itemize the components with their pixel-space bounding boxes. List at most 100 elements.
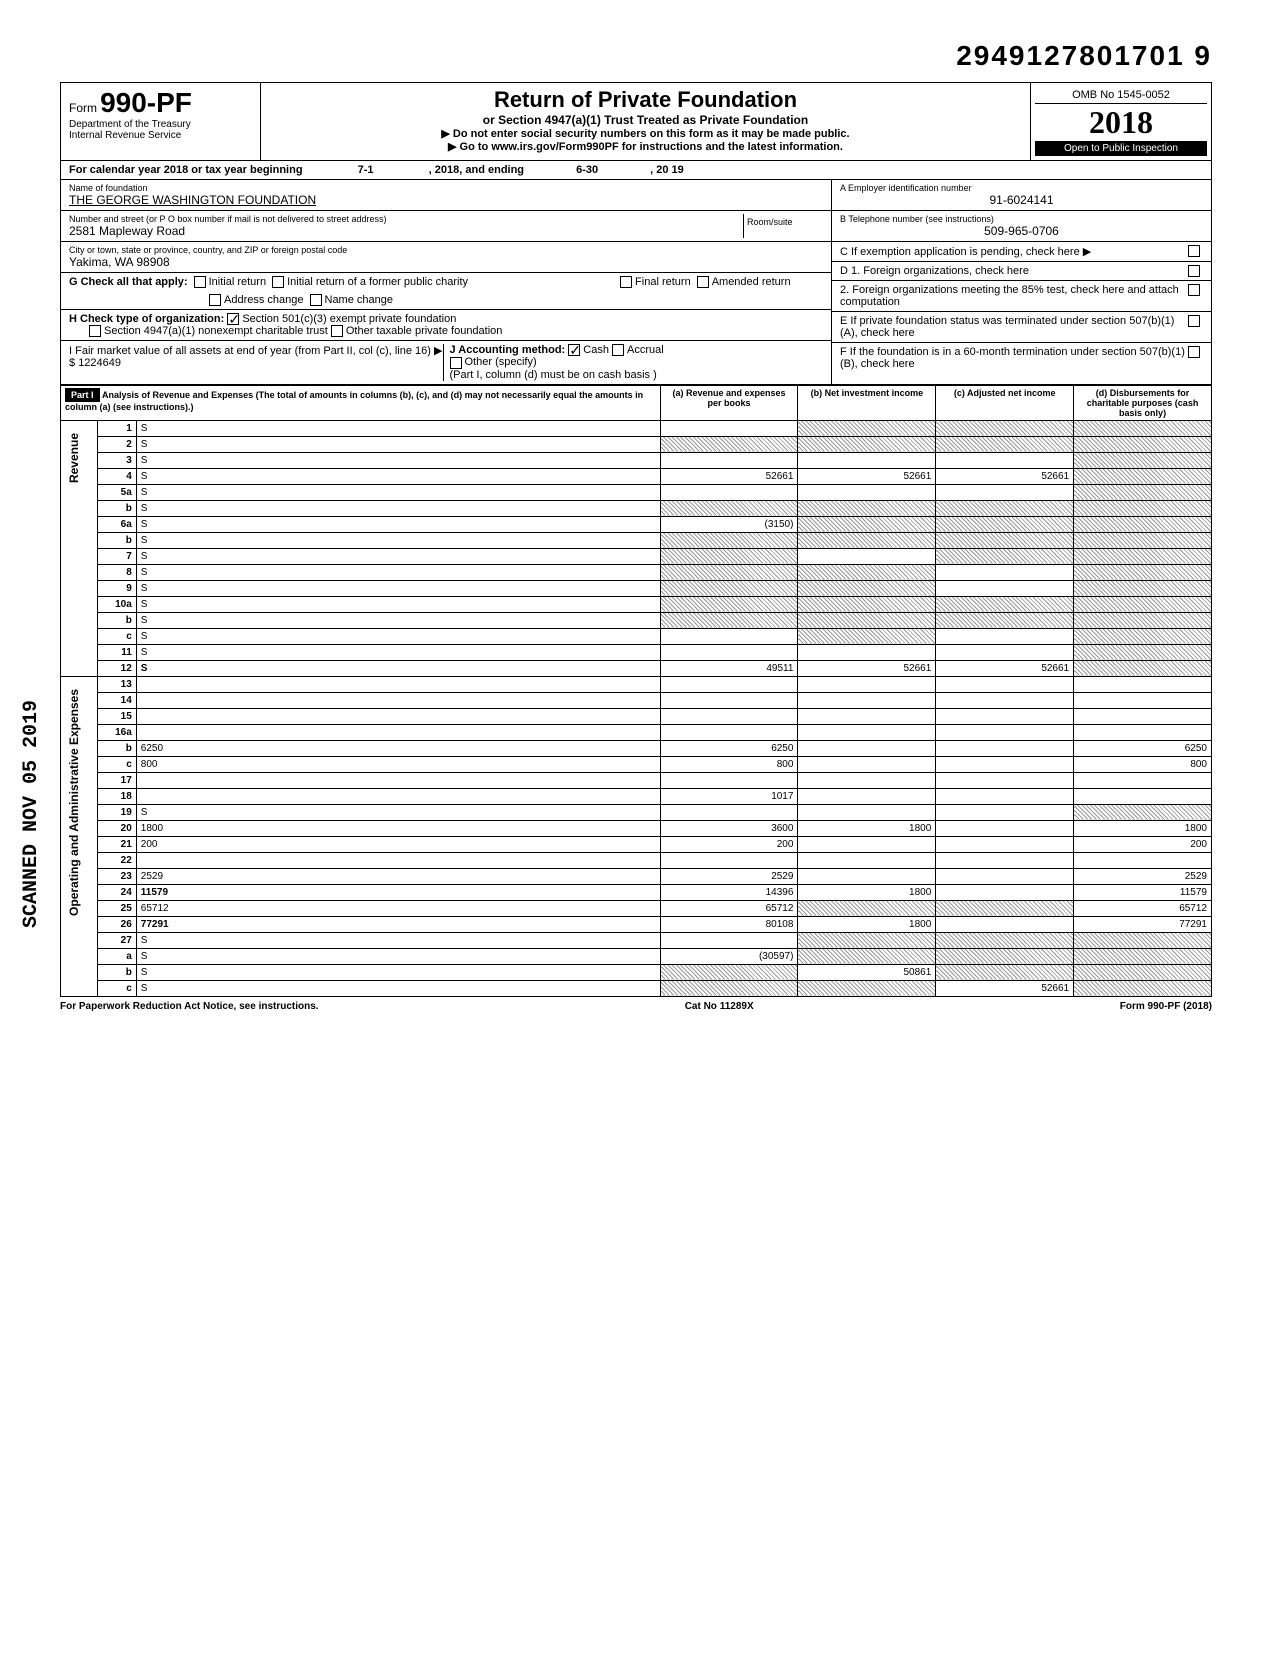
d1-label: D 1. Foreign organizations, check here [840,265,1188,277]
table-row: 3S [61,452,1212,468]
ein: 91-6024141 [840,193,1203,207]
table-row: 8S [61,564,1212,580]
check-other-tax[interactable] [331,325,343,337]
room-label: Room/suite [743,214,823,238]
stamp-number: 2949127801701 9 [60,40,1212,72]
foundation-addr: 2581 Mapleway Road [69,224,743,238]
table-row: 5aS [61,484,1212,500]
open-inspection: Open to Public Inspection [1035,141,1207,156]
table-row: 7S [61,548,1212,564]
phone: 509-965-0706 [840,224,1203,238]
table-row: 6aS(3150) [61,516,1212,532]
check-amended[interactable] [697,276,709,288]
table-row: 17 [61,772,1212,788]
table-row: Operating and Administrative Expenses13 [61,676,1212,692]
table-row: 11S [61,644,1212,660]
entity-info: Name of foundation THE GEORGE WASHINGTON… [60,180,1212,385]
table-row: 21200200200 [61,836,1212,852]
table-row: 4S526615266152661 [61,468,1212,484]
f-label: F If the foundation is in a 60-month ter… [840,346,1188,370]
scanned-stamp: SCANNED NOV 05 2019 [20,700,43,928]
col-c: (c) Adjusted net income [936,385,1074,420]
b-label: B Telephone number (see instructions) [840,214,1203,224]
form-subtitle: or Section 4947(a)(1) Trust Treated as P… [269,113,1022,127]
check-final[interactable] [620,276,632,288]
table-row: 2S [61,436,1212,452]
table-row: 23252925292529 [61,868,1212,884]
tax-year: 2018 [1035,104,1207,141]
check-e[interactable] [1188,315,1200,327]
irs: Internal Revenue Service [69,130,252,141]
e-label: E If private foundation status was termi… [840,315,1188,339]
check-4947[interactable] [89,325,101,337]
col-d: (d) Disbursements for charitable purpose… [1074,385,1212,420]
footer-right: Form 990-PF (2018) [1120,1001,1212,1012]
footer: For Paperwork Reduction Act Notice, see … [60,1001,1212,1012]
check-addrchg[interactable] [209,294,221,306]
addr-label: Number and street (or P O box number if … [69,214,743,224]
col-b: (b) Net investment income [798,385,936,420]
name-label: Name of foundation [69,183,823,193]
check-d2[interactable] [1188,284,1200,296]
goto: ▶ Go to www.irs.gov/Form990PF for instru… [269,140,1022,153]
table-row: aS(30597) [61,948,1212,964]
g-label: G Check all that apply: [69,276,188,288]
form-header: Form 990-PF Department of the Treasury I… [60,82,1212,161]
check-other-acct[interactable] [450,357,462,369]
footer-left: For Paperwork Reduction Act Notice, see … [60,1001,319,1012]
table-row: 25657126571265712 [61,900,1212,916]
ssn-warn: ▶ Do not enter social security numbers o… [269,127,1022,140]
table-row: b625062506250 [61,740,1212,756]
i-label: I Fair market value of all assets at end… [69,345,442,369]
city-label: City or town, state or province, country… [69,245,823,255]
part1-title: Analysis of Revenue and Expenses [102,390,253,400]
check-namechg[interactable] [310,294,322,306]
check-501c3[interactable] [227,313,239,325]
check-accrual[interactable] [612,344,624,356]
h-label: H Check type of organization: [69,313,224,325]
check-f[interactable] [1188,346,1200,358]
omb: OMB No 1545-0052 [1035,87,1207,104]
table-row: 22 [61,852,1212,868]
form-title: Return of Private Foundation [269,87,1022,113]
table-row: 241157914396180011579 [61,884,1212,900]
table-row: 201800360018001800 [61,820,1212,836]
foundation-city: Yakima, WA 98908 [69,255,823,269]
check-c[interactable] [1188,245,1200,257]
check-initial[interactable] [194,276,206,288]
table-row: 267729180108180077291 [61,916,1212,932]
table-row: 16a [61,724,1212,740]
foundation-name: THE GEORGE WASHINGTON FOUNDATION [69,193,823,207]
a-label: A Employer identification number [840,183,1203,193]
table-row: 10aS [61,596,1212,612]
table-row: Revenue1S [61,420,1212,436]
table-row: c800800800 [61,756,1212,772]
form-prefix: Form [69,101,97,115]
part1-label: Part I [65,388,100,402]
calendar-year-row: For calendar year 2018 or tax year begin… [60,161,1212,180]
table-row: 27S [61,932,1212,948]
fmv-value: 1224649 [78,357,121,369]
footer-mid: Cat No 11289X [685,1001,754,1012]
table-row: cS [61,628,1212,644]
table-row: 9S [61,580,1212,596]
table-row: 181017 [61,788,1212,804]
j-note: (Part I, column (d) must be on cash basi… [450,369,657,381]
check-former[interactable] [272,276,284,288]
table-row: bS [61,612,1212,628]
d2-label: 2. Foreign organizations meeting the 85%… [840,284,1188,308]
check-cash[interactable] [568,344,580,356]
table-row: 12S495115266152661 [61,660,1212,676]
table-row: bS50861 [61,964,1212,980]
table-row: 14 [61,692,1212,708]
j-label: J Accounting method: [450,344,566,356]
dept: Department of the Treasury [69,119,252,130]
check-d1[interactable] [1188,265,1200,277]
table-row: 19S [61,804,1212,820]
table-row: bS [61,500,1212,516]
form-number: 990-PF [100,87,192,118]
col-a: (a) Revenue and expenses per books [660,385,798,420]
table-row: 15 [61,708,1212,724]
table-row: cS52661 [61,980,1212,996]
part1-table: Part I Analysis of Revenue and Expenses … [60,385,1212,997]
